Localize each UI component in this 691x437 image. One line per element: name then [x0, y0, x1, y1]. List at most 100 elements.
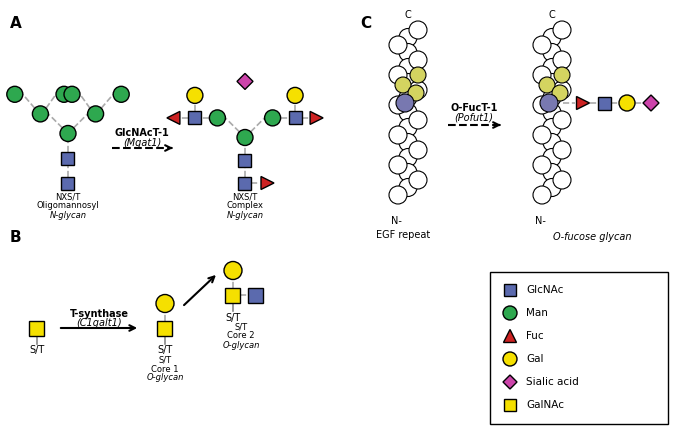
Bar: [238, 177, 252, 190]
Bar: [504, 399, 516, 411]
Circle shape: [409, 111, 427, 129]
Circle shape: [389, 66, 407, 84]
Text: C: C: [405, 10, 411, 20]
Circle shape: [399, 28, 417, 46]
Circle shape: [389, 156, 407, 174]
Circle shape: [553, 51, 571, 69]
Circle shape: [396, 94, 414, 112]
Circle shape: [409, 171, 427, 189]
Circle shape: [533, 126, 551, 144]
Circle shape: [543, 178, 561, 197]
Circle shape: [187, 87, 203, 104]
Circle shape: [399, 44, 417, 62]
Circle shape: [399, 73, 417, 91]
Circle shape: [543, 73, 561, 91]
Circle shape: [399, 118, 417, 136]
Circle shape: [409, 141, 427, 159]
Circle shape: [553, 111, 571, 129]
Circle shape: [503, 352, 517, 366]
Circle shape: [543, 118, 561, 136]
Circle shape: [553, 141, 571, 159]
Bar: [490, 272, 668, 424]
Bar: [238, 153, 252, 166]
Text: Core 2: Core 2: [227, 332, 255, 340]
Bar: [225, 288, 240, 302]
Bar: [598, 97, 611, 110]
Circle shape: [113, 86, 129, 102]
Circle shape: [224, 261, 242, 280]
Text: O-fucose glycan: O-fucose glycan: [553, 232, 632, 242]
Text: A: A: [10, 16, 21, 31]
Circle shape: [395, 77, 411, 93]
Circle shape: [409, 81, 427, 99]
Circle shape: [209, 110, 225, 126]
Circle shape: [543, 104, 561, 121]
Polygon shape: [576, 97, 589, 110]
Text: EGF repeat: EGF repeat: [376, 230, 430, 240]
Circle shape: [410, 67, 426, 83]
Text: Man: Man: [526, 308, 548, 318]
Text: Complex: Complex: [227, 201, 263, 211]
Circle shape: [56, 86, 72, 102]
Circle shape: [543, 59, 561, 76]
Circle shape: [399, 59, 417, 76]
Text: NXS/T: NXS/T: [55, 193, 81, 201]
Text: S/T: S/T: [234, 323, 247, 332]
Circle shape: [553, 171, 571, 189]
Text: (Pofut1): (Pofut1): [455, 113, 493, 123]
Circle shape: [533, 186, 551, 204]
Text: S/T: S/T: [158, 356, 171, 364]
Circle shape: [543, 44, 561, 62]
Text: C: C: [360, 16, 371, 31]
Text: Oligomannosyl: Oligomannosyl: [37, 201, 100, 211]
Text: T-synthase: T-synthase: [70, 309, 129, 319]
Text: O-glycan: O-glycan: [146, 374, 184, 382]
Text: Sialic acid: Sialic acid: [526, 377, 579, 387]
Circle shape: [389, 186, 407, 204]
Bar: [61, 177, 75, 190]
Circle shape: [409, 21, 427, 39]
Circle shape: [619, 95, 635, 111]
Circle shape: [389, 36, 407, 54]
Text: Fuc: Fuc: [526, 331, 544, 341]
Circle shape: [543, 149, 561, 166]
Text: GalNAc: GalNAc: [526, 400, 564, 410]
Bar: [30, 320, 44, 336]
Text: N-glycan: N-glycan: [227, 211, 263, 219]
Bar: [158, 320, 173, 336]
Bar: [504, 284, 516, 296]
Circle shape: [553, 81, 571, 99]
Circle shape: [60, 125, 76, 142]
Text: N-: N-: [535, 216, 545, 226]
Circle shape: [533, 66, 551, 84]
Circle shape: [287, 87, 303, 104]
Circle shape: [32, 106, 48, 122]
Text: S/T: S/T: [30, 346, 45, 356]
Circle shape: [399, 149, 417, 166]
Circle shape: [399, 89, 417, 107]
Circle shape: [389, 126, 407, 144]
Circle shape: [399, 133, 417, 152]
Circle shape: [64, 86, 80, 102]
Polygon shape: [504, 329, 516, 343]
Bar: [189, 111, 201, 125]
Polygon shape: [503, 375, 517, 389]
Circle shape: [88, 106, 104, 122]
Text: (Mgat1): (Mgat1): [123, 138, 161, 148]
Polygon shape: [237, 73, 253, 90]
Circle shape: [399, 163, 417, 181]
Circle shape: [237, 129, 253, 146]
Circle shape: [533, 156, 551, 174]
Circle shape: [399, 104, 417, 121]
Circle shape: [553, 21, 571, 39]
Circle shape: [554, 67, 570, 83]
Circle shape: [543, 89, 561, 107]
Circle shape: [265, 110, 281, 126]
Text: N-: N-: [390, 216, 401, 226]
Circle shape: [408, 85, 424, 101]
Circle shape: [539, 77, 555, 93]
Text: (C1galt1): (C1galt1): [76, 318, 122, 328]
Circle shape: [543, 133, 561, 152]
Circle shape: [409, 51, 427, 69]
Polygon shape: [261, 177, 274, 190]
